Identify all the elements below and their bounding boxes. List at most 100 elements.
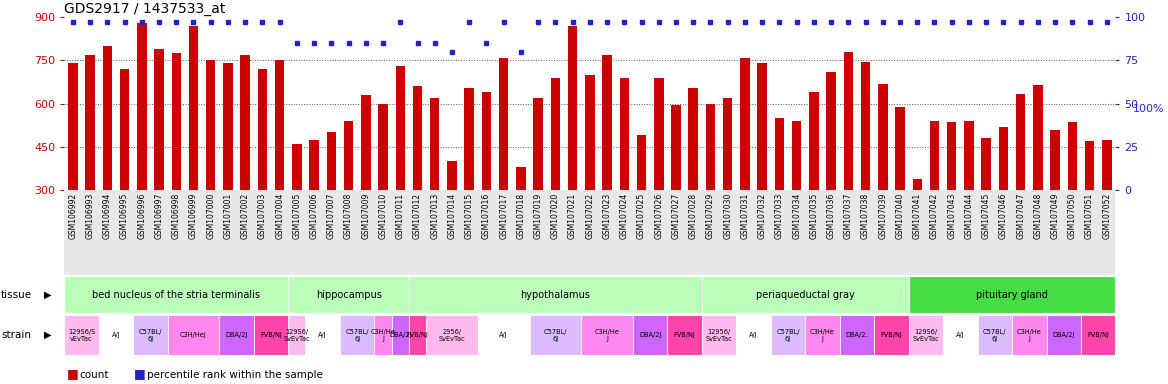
Bar [310, 140, 319, 190]
Text: 12956/
SvEvTac: 12956/ SvEvTac [705, 329, 732, 341]
Text: ■: ■ [134, 367, 146, 380]
Text: GSM107052: GSM107052 [1103, 193, 1111, 239]
Bar [253, 315, 288, 355]
Bar [1034, 85, 1043, 190]
Text: GSM106993: GSM106993 [85, 193, 95, 239]
Bar [481, 92, 492, 190]
Text: GDS2917 / 1437533_at: GDS2917 / 1437533_at [64, 2, 225, 16]
Bar [409, 315, 426, 355]
Text: GSM107009: GSM107009 [361, 193, 370, 239]
Bar [667, 315, 702, 355]
Bar [909, 315, 943, 355]
Bar [375, 315, 391, 355]
Bar [943, 315, 978, 355]
Bar [340, 315, 375, 355]
Text: A/J: A/J [319, 332, 327, 338]
Text: percentile rank within the sample: percentile rank within the sample [147, 370, 324, 380]
Bar [137, 23, 146, 190]
Bar [1050, 130, 1059, 190]
Text: C3H/He
J: C3H/He J [1017, 329, 1042, 341]
Bar [827, 72, 836, 190]
Text: GSM107050: GSM107050 [1068, 193, 1077, 239]
Bar [103, 46, 112, 190]
Bar [1085, 141, 1094, 190]
Text: A/J: A/J [112, 332, 120, 338]
Bar [741, 58, 750, 190]
Text: C57BL/
6J: C57BL/ 6J [346, 329, 369, 341]
Bar [223, 63, 232, 190]
Text: GSM107002: GSM107002 [241, 193, 250, 239]
Text: hippocampus: hippocampus [315, 290, 382, 300]
Text: ▶: ▶ [44, 290, 51, 300]
Text: A/J: A/J [957, 332, 965, 338]
Text: GSM107024: GSM107024 [620, 193, 628, 239]
Text: GSM107011: GSM107011 [396, 193, 405, 239]
Bar [771, 315, 805, 355]
Text: A/J: A/J [749, 332, 758, 338]
Bar [1103, 140, 1112, 190]
Text: GSM107028: GSM107028 [689, 193, 697, 239]
Text: GSM107000: GSM107000 [207, 193, 215, 239]
Bar [327, 132, 336, 190]
Bar [978, 315, 1011, 355]
Bar [702, 276, 909, 313]
Text: GSM107043: GSM107043 [947, 193, 957, 239]
Text: GSM107036: GSM107036 [827, 193, 835, 239]
Text: pituitary gland: pituitary gland [976, 290, 1048, 300]
Bar [133, 315, 168, 355]
Text: C57BL/
6J: C57BL/ 6J [543, 329, 568, 341]
Bar [981, 138, 990, 190]
Text: GSM107027: GSM107027 [672, 193, 681, 239]
Bar [68, 63, 77, 190]
Bar [64, 276, 288, 313]
Text: GSM107025: GSM107025 [637, 193, 646, 239]
Text: ■: ■ [67, 367, 78, 380]
Text: FVB/NJ: FVB/NJ [674, 332, 695, 338]
Text: FVB/NJ: FVB/NJ [406, 332, 429, 338]
Bar [426, 315, 478, 355]
Text: A/J: A/J [500, 332, 508, 338]
Text: GSM107049: GSM107049 [1051, 193, 1059, 239]
Text: C3H/HeJ: C3H/HeJ [180, 332, 207, 338]
Bar [757, 63, 767, 190]
Bar [874, 315, 909, 355]
Text: GSM106999: GSM106999 [189, 193, 199, 239]
Bar [633, 315, 667, 355]
Bar [861, 62, 870, 190]
Bar [1047, 315, 1080, 355]
Text: GSM107003: GSM107003 [258, 193, 267, 239]
Bar [274, 61, 284, 190]
Text: count: count [79, 370, 109, 380]
Text: GSM107045: GSM107045 [981, 193, 990, 239]
Text: FVB/NJ: FVB/NJ [260, 332, 281, 338]
Bar [999, 127, 1008, 190]
Text: GSM107020: GSM107020 [551, 193, 559, 239]
Text: GSM107005: GSM107005 [292, 193, 301, 239]
Text: GSM107014: GSM107014 [447, 193, 457, 239]
Text: GSM107051: GSM107051 [1085, 193, 1094, 239]
Text: DBA/2J: DBA/2J [639, 332, 661, 338]
Bar [774, 118, 784, 190]
Text: GSM107042: GSM107042 [930, 193, 939, 239]
Text: C3H/He
J: C3H/He J [370, 329, 396, 341]
Bar [391, 315, 409, 355]
Bar [688, 88, 698, 190]
Bar [878, 84, 888, 190]
Bar [534, 98, 543, 190]
Text: GSM107029: GSM107029 [705, 193, 715, 239]
Bar [258, 69, 267, 190]
Text: GSM107033: GSM107033 [774, 193, 784, 239]
Bar [478, 315, 529, 355]
Text: GSM106996: GSM106996 [138, 193, 146, 239]
Text: GSM107041: GSM107041 [912, 193, 922, 239]
Bar [736, 315, 771, 355]
Bar [550, 78, 561, 190]
Bar [168, 315, 220, 355]
Text: GSM107010: GSM107010 [378, 193, 388, 239]
Bar [220, 315, 253, 355]
Text: DBA/2J: DBA/2J [225, 332, 248, 338]
Text: GSM107008: GSM107008 [345, 193, 353, 239]
Bar [1080, 315, 1115, 355]
Bar [378, 104, 388, 190]
Text: GSM107044: GSM107044 [965, 193, 973, 239]
